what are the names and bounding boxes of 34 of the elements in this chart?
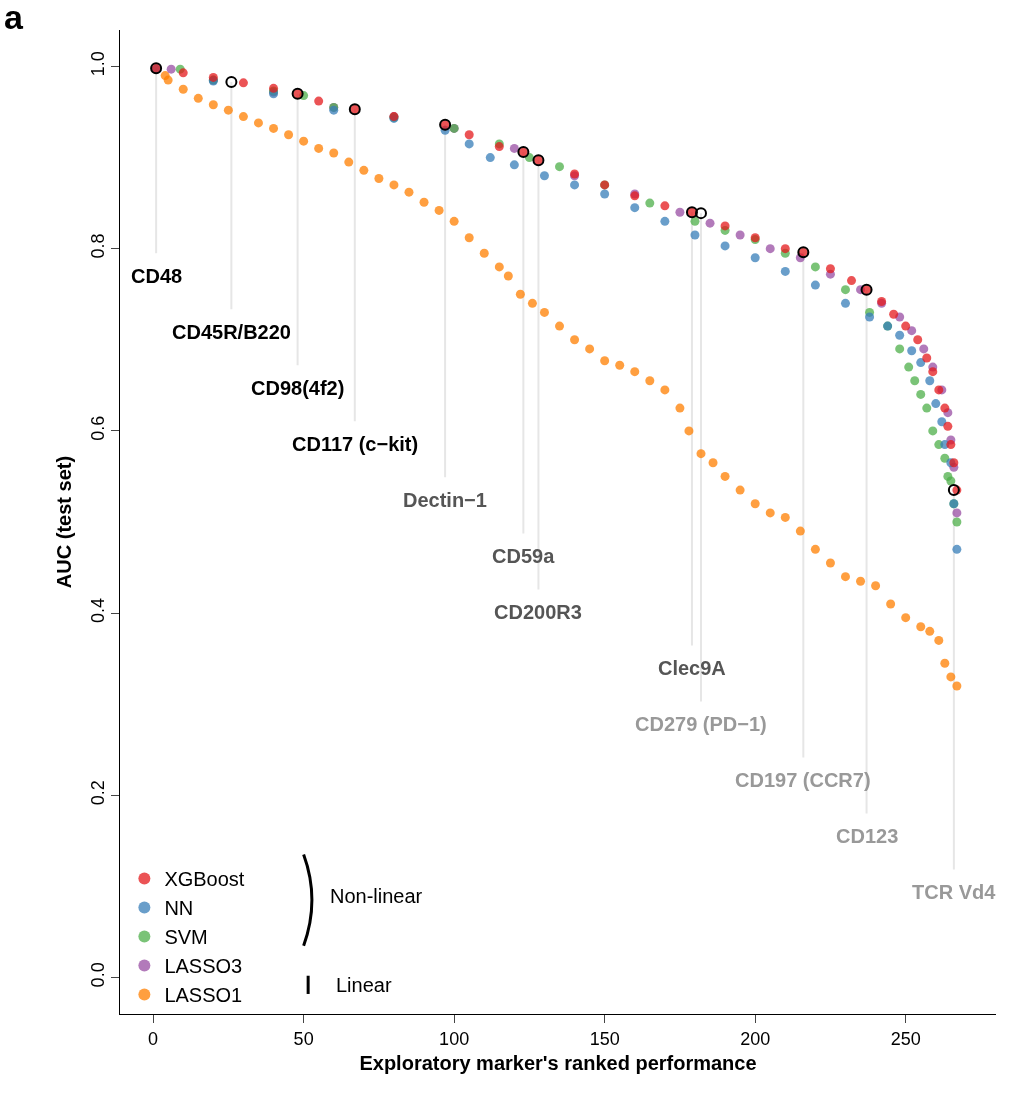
annotation: CD123	[836, 825, 899, 847]
legend-label: XGBoost	[164, 868, 245, 891]
y-tick-label: 0.6	[87, 415, 108, 441]
y-tick-label: 0.0	[87, 962, 108, 988]
y-tick-label: 0.8	[87, 233, 108, 259]
annotation: CD98(4f2)	[251, 377, 345, 399]
x-tick-label: 150	[589, 1028, 620, 1049]
x-tick-label: 100	[439, 1028, 470, 1049]
legend-label: LASSO1	[164, 984, 243, 1007]
legend-label: LASSO3	[164, 955, 243, 978]
annotation: Dectin−1	[403, 489, 487, 511]
annotation: CD48	[131, 265, 183, 287]
x-tick-label: 200	[740, 1028, 771, 1049]
x-tick-label: 0	[148, 1028, 159, 1049]
annotation: CD197 (CCR7)	[735, 769, 871, 791]
annotation: CD279 (PD−1)	[635, 713, 767, 735]
y-axis-title: AUC (test set)	[53, 455, 76, 589]
text: a	[4, 0, 24, 36]
x-tick-label: 50	[293, 1028, 314, 1049]
x-tick-label: 250	[890, 1028, 921, 1049]
x-axis-title: Exploratory marker's ranked performance	[359, 1052, 757, 1075]
y-tick-label: 0.2	[87, 780, 108, 806]
annotation: CD45R/B220	[172, 321, 291, 343]
annotation: CD59a	[492, 545, 556, 567]
legend-label: NN	[164, 897, 194, 920]
annotation: CD117 (c−kit)	[292, 433, 419, 455]
annotation: Non-linear	[330, 885, 423, 907]
y-tick-label: 0.4	[87, 597, 108, 623]
annotation: Clec9A	[658, 657, 726, 679]
y-tick-label: 1.0	[87, 51, 108, 77]
legend-label: SVM	[164, 926, 208, 949]
annotation: CD200R3	[494, 601, 582, 623]
annotation: Linear	[336, 974, 392, 996]
annotation: TCR Vd4	[912, 881, 997, 903]
